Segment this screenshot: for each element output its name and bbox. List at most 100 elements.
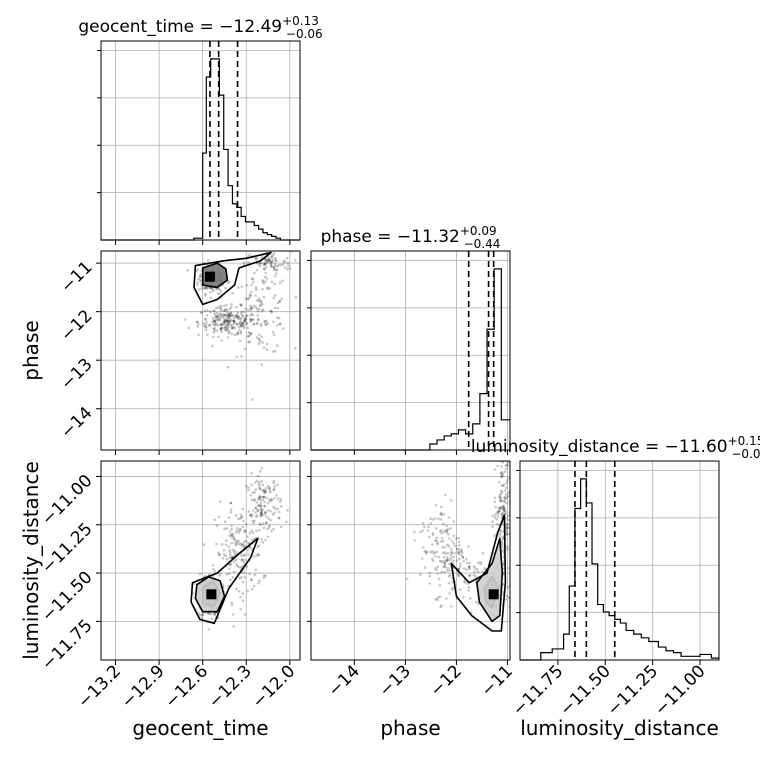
sample-point	[197, 322, 200, 326]
sample-point	[249, 577, 253, 581]
sample-point	[240, 554, 243, 557]
sample-point	[262, 576, 266, 580]
sample-point	[266, 287, 270, 290]
sample-point	[230, 535, 234, 539]
sample-point	[257, 553, 261, 557]
sample-point	[204, 286, 208, 289]
sample-point	[501, 507, 505, 511]
sample-point	[249, 513, 252, 517]
sample-point	[500, 474, 504, 478]
sample-point	[501, 543, 504, 547]
sample-point	[205, 326, 208, 329]
sample-point	[236, 529, 239, 533]
sample-point	[243, 613, 247, 616]
sample-point	[263, 262, 267, 266]
sample-point	[225, 320, 229, 323]
sample-point	[255, 322, 259, 326]
sample-point	[273, 294, 277, 297]
sample-point	[278, 516, 281, 520]
sample-point	[235, 526, 239, 530]
sample-point	[440, 513, 444, 517]
sample-point	[507, 532, 510, 536]
sample-point	[440, 532, 444, 535]
sample-point	[276, 483, 279, 487]
sample-point	[228, 530, 232, 533]
sample-point	[247, 331, 251, 334]
panel-geocent-time-vs-phase: −14 −13 −12 −11	[57, 251, 300, 455]
sample-point	[259, 523, 262, 527]
sample-point	[498, 497, 502, 500]
sample-point	[269, 500, 272, 503]
sample-point	[502, 499, 506, 503]
sample-point	[259, 514, 263, 517]
sample-point	[235, 305, 238, 309]
sample-point	[285, 520, 288, 524]
sample-point	[229, 313, 233, 317]
marginal-title: geocent_time = −12.49+0.13 −0.06	[78, 14, 322, 41]
sample-point	[212, 335, 215, 339]
sample-point	[294, 295, 298, 299]
sample-point	[498, 493, 502, 497]
sample-point	[428, 574, 432, 578]
sample-point	[229, 508, 233, 511]
sample-point	[244, 544, 247, 548]
sample-point	[242, 318, 246, 322]
sample-point	[238, 328, 242, 332]
sample-point	[263, 489, 266, 492]
sample-point	[264, 487, 268, 490]
sample-point	[220, 322, 223, 326]
sample-point	[494, 505, 498, 509]
sample-point	[501, 461, 505, 464]
sample-point	[493, 468, 497, 471]
sample-point	[467, 565, 471, 568]
sample-point	[263, 319, 267, 323]
sample-point	[481, 570, 485, 574]
sample-point	[475, 568, 479, 571]
sample-point	[232, 537, 236, 541]
sample-point	[431, 518, 435, 521]
sample-point	[423, 550, 427, 553]
sample-point	[443, 565, 447, 569]
sample-point	[262, 504, 266, 508]
sample-point	[213, 323, 217, 327]
sample-point	[273, 511, 276, 515]
sample-point	[468, 561, 472, 565]
sample-point	[236, 331, 240, 334]
sample-point	[226, 311, 229, 314]
sample-point	[252, 318, 255, 321]
sample-point	[234, 316, 238, 319]
sample-point	[220, 326, 224, 330]
sample-point	[261, 495, 265, 499]
sample-point	[226, 321, 230, 325]
sample-point	[231, 314, 235, 317]
sample-point	[213, 612, 216, 616]
sample-point	[491, 525, 494, 528]
sample-point	[462, 567, 466, 570]
sample-point	[259, 512, 263, 516]
sample-point	[219, 327, 223, 331]
sample-point	[233, 537, 237, 541]
sample-point	[257, 297, 261, 301]
sample-point	[202, 287, 206, 290]
sample-point	[229, 315, 232, 318]
sample-point	[240, 303, 243, 307]
sample-point	[457, 548, 461, 551]
axes-frame	[310, 460, 511, 661]
sample-point	[259, 303, 263, 307]
axes-frame	[100, 40, 301, 241]
sample-point	[265, 521, 268, 524]
x-tick-label: −12.9	[118, 661, 169, 712]
sample-point	[258, 487, 261, 490]
sample-point	[216, 314, 219, 318]
x-axis-label: phase	[380, 716, 440, 740]
sample-point	[244, 484, 248, 488]
sample-point	[429, 522, 433, 525]
sample-point	[252, 584, 256, 588]
sample-point	[202, 543, 206, 546]
sample-point	[255, 336, 259, 339]
sample-point	[503, 495, 507, 499]
sample-point	[209, 310, 212, 314]
sample-point	[228, 567, 231, 570]
sample-point	[277, 516, 280, 520]
sample-point	[228, 548, 231, 552]
